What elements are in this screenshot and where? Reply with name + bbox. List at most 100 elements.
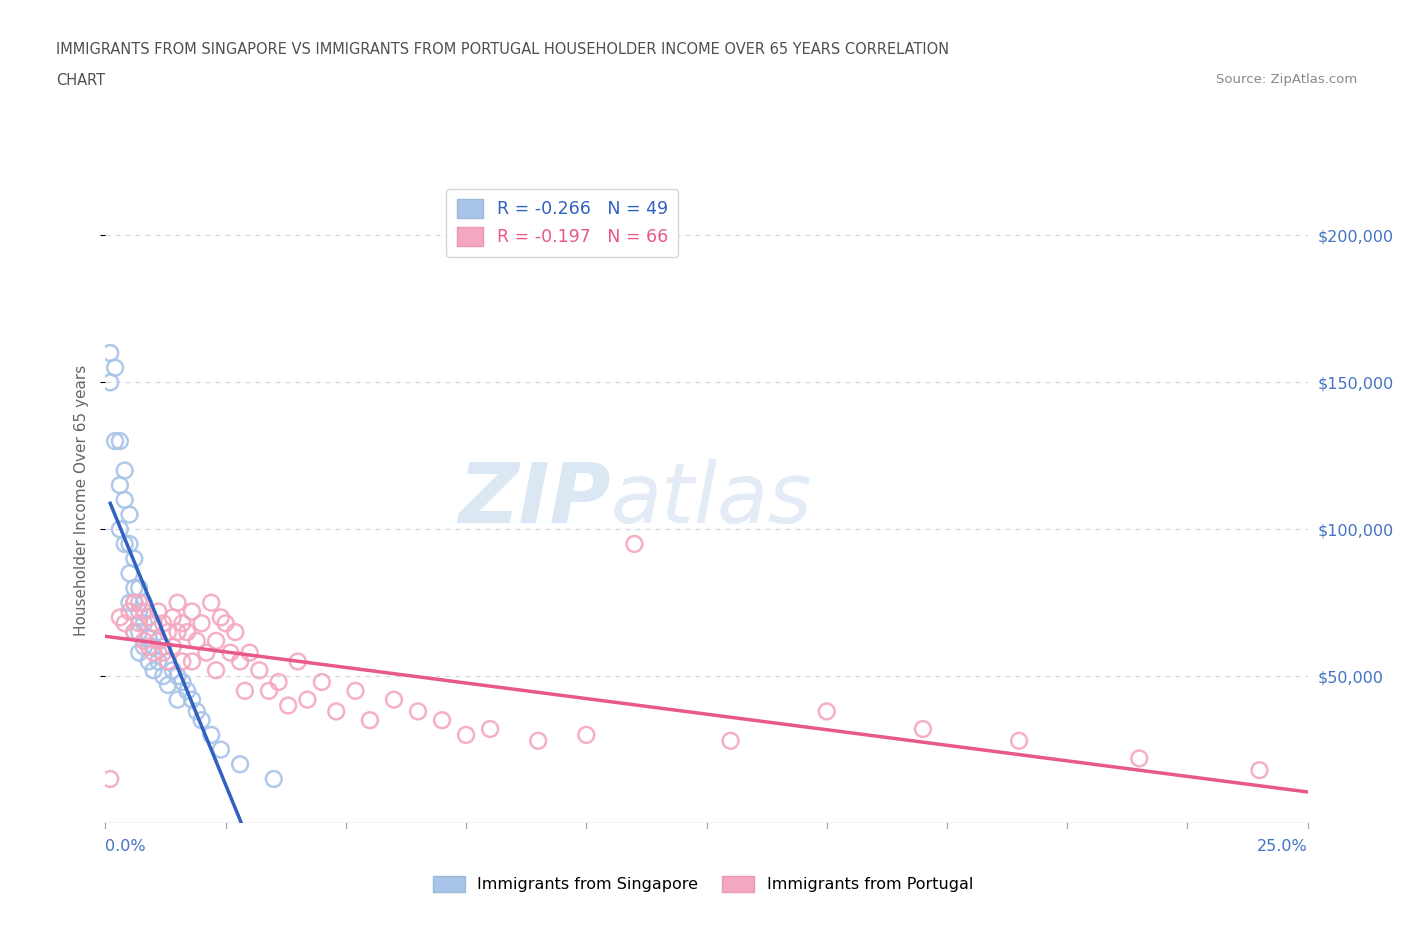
Point xyxy=(454,727,477,742)
Point xyxy=(186,704,208,719)
Point xyxy=(1249,763,1271,777)
Point xyxy=(118,604,141,619)
Point xyxy=(98,772,121,787)
Point xyxy=(297,692,319,707)
Point xyxy=(132,604,155,619)
Point xyxy=(132,639,155,654)
Point xyxy=(479,722,502,737)
Point xyxy=(132,633,155,648)
Point xyxy=(156,654,179,669)
Legend: R = -0.266   N = 49, R = -0.197   N = 66: R = -0.266 N = 49, R = -0.197 N = 66 xyxy=(446,189,678,257)
Point xyxy=(128,604,150,619)
Text: CHART: CHART xyxy=(56,73,105,87)
Point xyxy=(108,610,131,625)
Point xyxy=(108,433,131,448)
Point xyxy=(344,684,367,698)
Point xyxy=(200,727,222,742)
Point xyxy=(325,704,347,719)
Point xyxy=(166,692,188,707)
Text: IMMIGRANTS FROM SINGAPORE VS IMMIGRANTS FROM PORTUGAL HOUSEHOLDER INCOME OVER 65: IMMIGRANTS FROM SINGAPORE VS IMMIGRANTS … xyxy=(56,42,949,57)
Text: ZIP: ZIP xyxy=(458,459,610,540)
Point xyxy=(128,595,150,610)
Point xyxy=(152,645,174,660)
Text: 25.0%: 25.0% xyxy=(1257,839,1308,854)
Point xyxy=(406,704,429,719)
Point xyxy=(181,654,204,669)
Point xyxy=(128,625,150,640)
Point xyxy=(166,625,188,640)
Text: 0.0%: 0.0% xyxy=(105,839,146,854)
Point xyxy=(104,433,127,448)
Point xyxy=(156,678,179,693)
Point xyxy=(224,625,246,640)
Text: atlas: atlas xyxy=(610,459,813,540)
Point xyxy=(148,654,170,669)
Point xyxy=(176,625,198,640)
Point xyxy=(359,712,381,727)
Text: Source: ZipAtlas.com: Source: ZipAtlas.com xyxy=(1216,73,1357,86)
Point xyxy=(118,537,141,551)
Point xyxy=(190,616,212,631)
Point xyxy=(152,639,174,654)
Point xyxy=(815,704,838,719)
Point xyxy=(142,616,165,631)
Point xyxy=(152,616,174,631)
Point xyxy=(311,674,333,689)
Point xyxy=(200,595,222,610)
Point xyxy=(911,722,934,737)
Point xyxy=(108,478,131,493)
Point xyxy=(205,663,228,678)
Point xyxy=(132,595,155,610)
Point xyxy=(128,645,150,660)
Point xyxy=(114,537,136,551)
Point xyxy=(166,595,188,610)
Point xyxy=(1128,751,1150,766)
Point xyxy=(118,595,141,610)
Point xyxy=(118,507,141,522)
Point xyxy=(263,772,285,787)
Point xyxy=(114,616,136,631)
Point xyxy=(138,631,160,645)
Point xyxy=(205,633,228,648)
Point xyxy=(166,669,188,684)
Point xyxy=(138,610,160,625)
Point xyxy=(148,633,170,648)
Point xyxy=(124,625,146,640)
Point xyxy=(233,684,256,698)
Point xyxy=(108,522,131,537)
Point xyxy=(138,654,160,669)
Point xyxy=(142,663,165,678)
Point xyxy=(214,616,236,631)
Point xyxy=(195,645,218,660)
Point xyxy=(186,633,208,648)
Point xyxy=(172,616,194,631)
Point xyxy=(382,692,405,707)
Point xyxy=(124,595,146,610)
Point xyxy=(229,757,252,772)
Point xyxy=(148,604,170,619)
Point xyxy=(138,610,160,625)
Point xyxy=(152,669,174,684)
Point xyxy=(142,616,165,631)
Point xyxy=(128,616,150,631)
Point xyxy=(172,674,194,689)
Point xyxy=(209,742,232,757)
Point xyxy=(257,684,280,698)
Point xyxy=(104,360,127,375)
Point xyxy=(124,580,146,595)
Point xyxy=(118,565,141,580)
Point xyxy=(138,639,160,654)
Point xyxy=(98,346,121,361)
Point xyxy=(575,727,598,742)
Legend: Immigrants from Singapore, Immigrants from Portugal: Immigrants from Singapore, Immigrants fr… xyxy=(426,870,980,898)
Point xyxy=(172,654,194,669)
Point xyxy=(181,692,204,707)
Point xyxy=(124,551,146,566)
Point xyxy=(267,674,290,689)
Point xyxy=(623,537,645,551)
Point xyxy=(114,463,136,478)
Y-axis label: Householder Income Over 65 years: Householder Income Over 65 years xyxy=(75,365,90,635)
Point xyxy=(239,645,262,660)
Point xyxy=(156,625,179,640)
Point xyxy=(219,645,242,660)
